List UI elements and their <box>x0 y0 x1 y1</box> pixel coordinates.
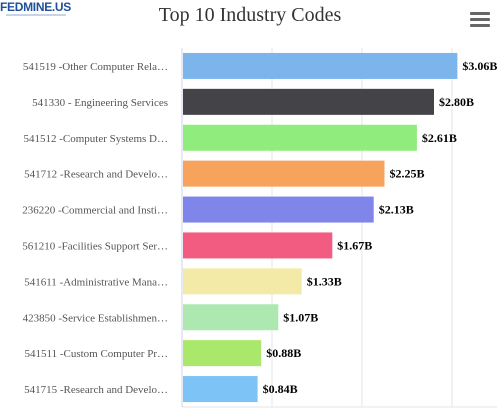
data-label: $1.07B <box>283 310 318 324</box>
category-label: 541519 -Other Computer Rela… <box>23 61 168 73</box>
category-label: 541611 -Administrative Mana… <box>24 276 168 288</box>
category-label: 541712 -Research and Develo… <box>24 169 168 181</box>
data-label: $0.88B <box>266 346 301 360</box>
data-label: $1.33B <box>307 274 342 288</box>
bar[interactable] <box>183 376 258 403</box>
data-label: $2.80B <box>439 95 474 109</box>
data-label: $2.61B <box>422 131 457 145</box>
value-labels: $3.06B $2.80B $2.61B $2.25B $2.13B $1.67B $1.3… <box>263 59 498 396</box>
bar[interactable] <box>183 124 417 151</box>
category-labels: 541519 -Other Computer Rela… 541330 - Eng… <box>22 61 168 396</box>
data-label: $2.25B <box>390 167 425 181</box>
logo-text: FEDMINE.US <box>0 0 72 14</box>
category-label: 541511 -Custom Computer Pr… <box>24 348 168 360</box>
fedmine-logo: FEDMINE.US <box>0 0 72 22</box>
bar[interactable] <box>183 160 385 187</box>
data-label: $1.67B <box>337 238 372 252</box>
category-label: 236220 -Commercial and Insti… <box>22 205 168 217</box>
data-label: $3.06B <box>462 59 497 73</box>
bar[interactable] <box>183 232 333 259</box>
chart-title: Top 10 Industry Codes <box>158 4 342 26</box>
bar[interactable] <box>183 340 262 367</box>
data-label: $2.13B <box>379 203 414 217</box>
bar[interactable] <box>183 52 458 79</box>
category-label: 541512 -Computer Systems D… <box>23 133 168 145</box>
category-label: 541330 - Engineering Services <box>32 97 168 109</box>
bar[interactable] <box>183 196 374 223</box>
category-label: 423850 -Service Establishmen… <box>23 312 168 324</box>
category-label: 561210 -Facilities Support Ser… <box>22 240 168 252</box>
bar[interactable] <box>183 268 302 295</box>
bar[interactable] <box>183 304 279 331</box>
data-label: $0.84B <box>263 382 298 396</box>
bar[interactable] <box>183 88 434 115</box>
category-label: 541715 -Research and Develo… <box>24 384 168 396</box>
bars <box>183 52 458 403</box>
hamburger-menu-icon[interactable] <box>470 12 490 28</box>
logo-tagline-mark <box>6 14 66 16</box>
